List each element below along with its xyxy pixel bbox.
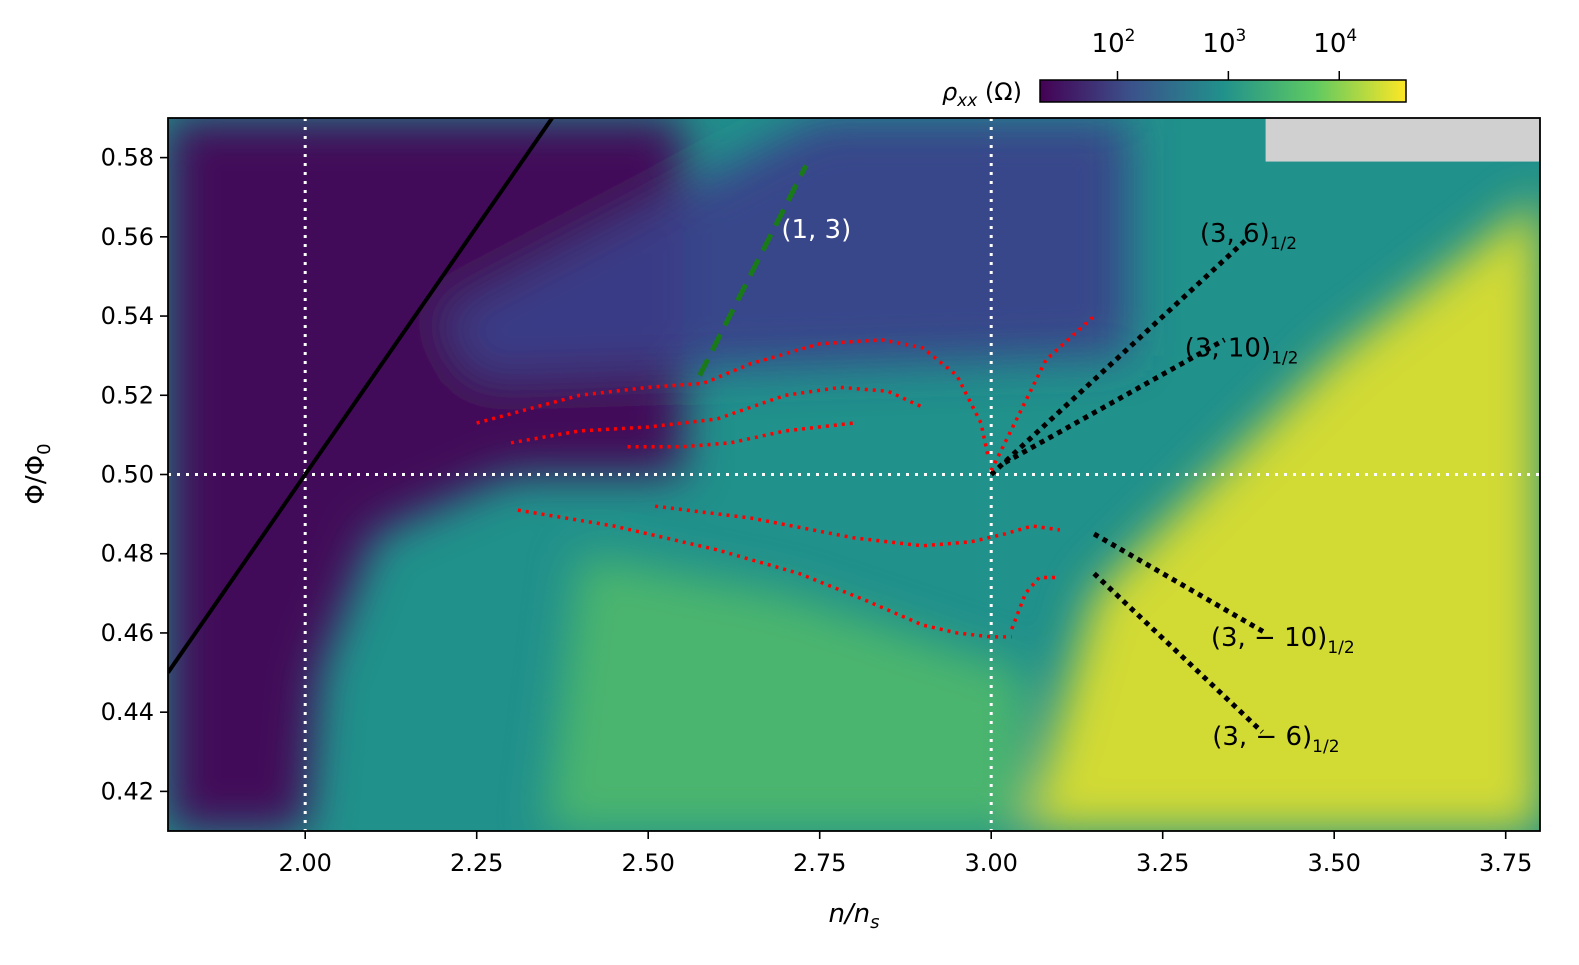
y-tick-label: 0.58	[101, 144, 154, 172]
colorbar-bar	[1039, 79, 1407, 103]
red-trace-6	[654, 504, 1061, 548]
red-trace-2	[510, 385, 924, 445]
label-3-m6: (3, − 6)1/2	[1212, 722, 1339, 757]
colorbar-tick-label: 102	[1092, 26, 1136, 59]
x-axis-label: n/ns	[828, 899, 879, 933]
label-3-10: (3, 10)1/2	[1185, 334, 1299, 369]
missing-data-region	[1265, 118, 1540, 162]
label-3-m10: (3, − 10)1/2	[1211, 623, 1355, 658]
annotations: (1, 3) (3, 6)1/2 (3, 10)1/2 (3, − 10)1/2 (3,…	[781, 215, 1354, 757]
x-tick-label: 2.00	[278, 849, 331, 877]
y-tick-label: 0.48	[101, 540, 154, 568]
green-lower-mid	[545, 553, 1026, 831]
y-tick-label: 0.46	[101, 619, 154, 647]
black-dotted-3-6	[989, 238, 1247, 477]
black-dotted-3-m10	[1092, 531, 1267, 636]
y-tick-label: 0.56	[101, 223, 154, 251]
colorbar-label: ρxx (Ω)	[942, 78, 1022, 111]
x-tick-label: 2.50	[621, 849, 674, 877]
fit-lines	[168, 118, 1267, 734]
red-trace-7	[1010, 575, 1060, 630]
red-trace-1	[476, 338, 990, 456]
black-dotted-3-m6	[1092, 571, 1264, 734]
y-axis-ticks: 0.42 0.44 0.46 0.48 0.50 0.52 0.54 0.56 0.58	[101, 144, 168, 805]
x-tick-label: 2.25	[450, 849, 503, 877]
x-tick-label: 2.75	[793, 849, 846, 877]
noisy-upper	[442, 118, 1129, 376]
x-tick-label: 3.25	[1136, 849, 1189, 877]
heatmap-regions	[168, 118, 1540, 831]
colorbar-tick-label: 103	[1202, 26, 1246, 59]
green-dashed-line	[697, 164, 809, 377]
y-axis-label: Φ/Φ0	[21, 443, 55, 504]
high-resistance-right	[1025, 197, 1540, 831]
colorbar-ticks: 102 103 104	[1092, 26, 1357, 80]
red-trace-5	[517, 508, 1012, 639]
plot-area	[168, 118, 1540, 831]
y-tick-label: 0.50	[101, 461, 154, 489]
black-solid-line	[168, 118, 554, 674]
x-tick-label: 3.00	[964, 849, 1017, 877]
red-traces	[476, 314, 1096, 639]
label-1-3: (1, 3)	[781, 215, 851, 245]
y-tick-label: 0.42	[101, 777, 154, 805]
y-tick-label: 0.54	[101, 302, 154, 330]
y-tick-label: 0.44	[101, 698, 154, 726]
y-tick-label: 0.52	[101, 381, 154, 409]
reference-lines	[168, 118, 1540, 831]
black-dotted-3-10	[1003, 337, 1226, 465]
label-3-6: (3, 6)1/2	[1200, 219, 1297, 254]
x-tick-label: 3.75	[1479, 849, 1532, 877]
colorbar: 102 103 104 ρxx (Ω)	[942, 26, 1407, 111]
x-axis-ticks: 2.00 2.25 2.50 2.75 3.00 3.25 3.50 3.75	[278, 831, 1532, 877]
x-tick-label: 3.50	[1307, 849, 1360, 877]
colorbar-tick-label: 104	[1313, 26, 1357, 59]
